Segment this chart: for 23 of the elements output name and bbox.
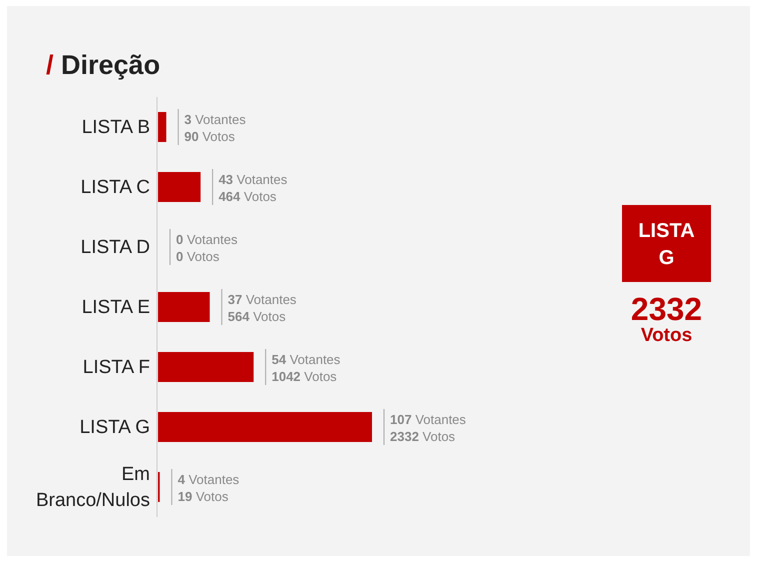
- text: 2332: [630, 291, 702, 327]
- chart-title: / Direção: [46, 50, 160, 80]
- data-label: 54 Votantes 1042 Votos: [272, 352, 341, 384]
- bar: [158, 112, 166, 142]
- y-tick-label: LISTA C: [80, 177, 150, 198]
- bar: [158, 412, 372, 442]
- bar: [158, 172, 201, 202]
- y-tick-label: LISTA E: [82, 297, 150, 318]
- data-label: 37 Votantes 564 Votos: [228, 292, 297, 324]
- data-label: 0 Votantes 0 Votos: [176, 232, 238, 264]
- data-label: 107 Votantes 2332 Votos: [390, 412, 466, 444]
- y-tick-label: LISTA G: [80, 417, 150, 438]
- y-tick-label: LISTA D: [80, 237, 150, 258]
- data-label: 4 Votantes 19 Votos: [178, 472, 240, 504]
- y-tick-label: LISTA F: [82, 357, 150, 378]
- data-label: 3 Votantes 90 Votos: [184, 112, 246, 144]
- y-tick-label: LISTA B: [82, 117, 150, 138]
- data-label: 43 Votantes 464 Votos: [218, 172, 288, 204]
- bar: [158, 292, 210, 322]
- text: Votos: [640, 325, 692, 346]
- y-tick-label: Em Branco/Nulos: [36, 464, 150, 511]
- bar: [158, 352, 254, 382]
- text: LISTA G: [638, 220, 695, 269]
